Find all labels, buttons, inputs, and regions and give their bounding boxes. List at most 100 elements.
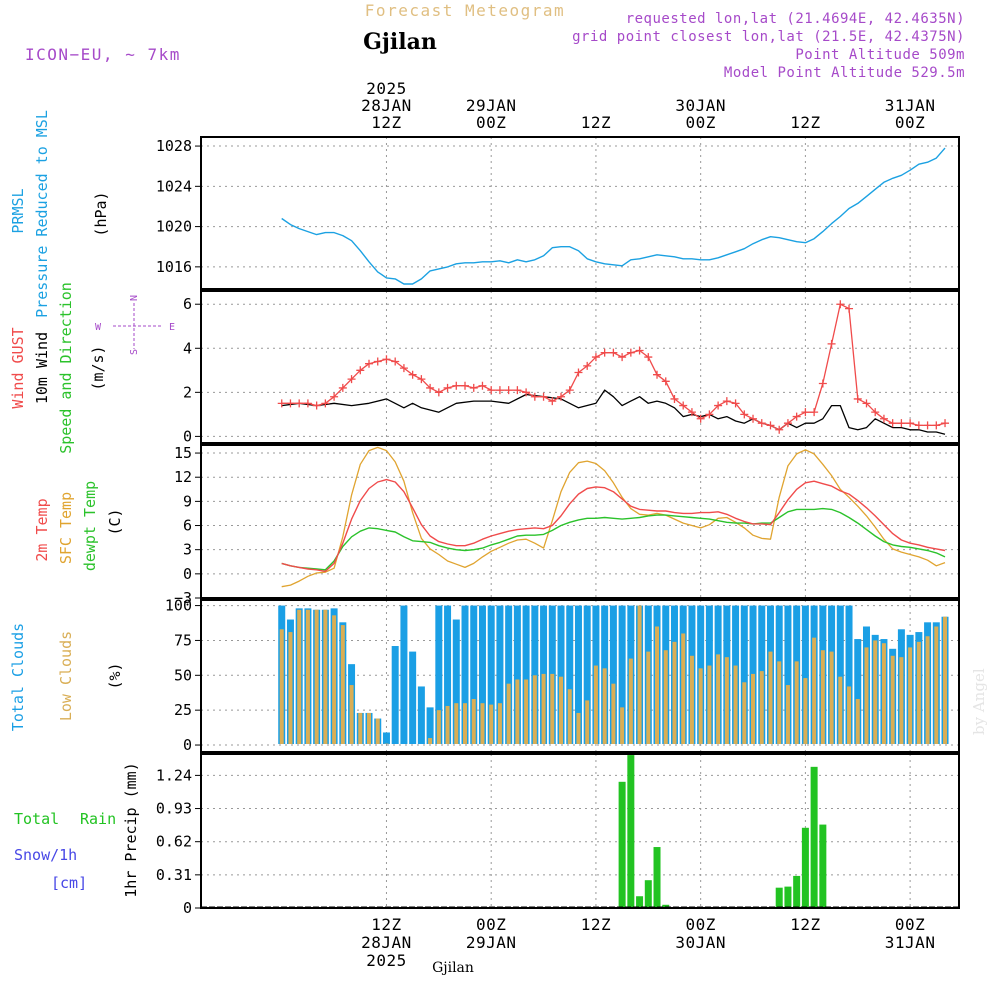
temp-y-tick-label: 15 (174, 444, 192, 462)
low-cloud-bar (943, 617, 947, 744)
gust-marker (313, 402, 321, 410)
rain-bar (819, 825, 826, 908)
gust-marker (723, 397, 731, 405)
gust-marker (382, 355, 390, 363)
precip-y-tick-label: 0.62 (156, 833, 192, 851)
gust-marker (906, 419, 914, 427)
gust-marker (801, 408, 809, 416)
low-cloud-bar (856, 699, 860, 744)
low-cloud-bar (917, 642, 921, 744)
low-cloud-bar (524, 679, 528, 744)
top-time-label: 00Z (895, 113, 925, 132)
gust-marker (897, 419, 905, 427)
gust-marker (278, 399, 286, 407)
gust-marker (461, 382, 469, 390)
gust-marker (941, 419, 949, 427)
low-cloud-bar (594, 666, 598, 744)
dewpoint-line (282, 509, 945, 570)
low-cloud-bar (376, 719, 380, 744)
gust-marker (749, 415, 757, 423)
gust-marker (374, 357, 382, 365)
rain-bar (776, 888, 783, 908)
gust-marker (470, 384, 478, 392)
wind-speed-line (282, 390, 945, 434)
total-cloud-bar (418, 686, 425, 744)
bottom-time-label: 00Z (476, 915, 506, 934)
low-cloud-bar (716, 654, 720, 744)
bottom-time-label: 2025 (366, 951, 407, 970)
gust-marker (854, 395, 862, 403)
rain-bar (793, 876, 800, 908)
gust-marker (609, 349, 617, 357)
low-cloud-bar (926, 636, 930, 744)
gust-marker (286, 399, 294, 407)
low-cloud-bar (507, 684, 511, 744)
gust-marker (924, 421, 932, 429)
wind-label-10m: 10m Wind (33, 332, 51, 404)
compass-west: W (95, 322, 102, 333)
low-cloud-bar (725, 657, 729, 744)
low-cloud-bar (882, 643, 886, 744)
clouds-y-tick-label: 0 (183, 736, 192, 754)
temp-label-sfc: SFC Temp (57, 492, 75, 564)
top-time-label: 12Z (790, 113, 820, 132)
gust-marker (758, 419, 766, 427)
gust-marker (618, 353, 626, 361)
low-cloud-bar (611, 684, 615, 744)
compass-south: S (129, 349, 140, 355)
low-cloud-bar (568, 689, 572, 744)
cloud-label-total: Total Clouds (9, 623, 27, 731)
low-cloud-bar (681, 633, 685, 744)
axis-labels: 10161020102410280246−3036912150255075100… (156, 79, 936, 970)
wind-y-tick-label: 6 (183, 295, 192, 313)
gust-marker (478, 382, 486, 390)
wind-label-gust: Wind GUST (9, 327, 27, 408)
top-time-label: 12Z (371, 113, 401, 132)
low-cloud-bar (446, 706, 450, 744)
total-cloud-bar (383, 732, 390, 744)
bottom-time-label: 00Z (895, 915, 925, 934)
gust-marker (915, 421, 923, 429)
precip-y-tick-label: 0.93 (156, 800, 192, 818)
low-cloud-bar (332, 615, 336, 744)
point-altitude: Point Altitude 509m (795, 47, 965, 63)
pressure-unit: (hPa) (92, 191, 110, 236)
temp-y-tick-label: 12 (174, 468, 192, 486)
gust-marker (505, 386, 513, 394)
temp-unit: (C) (106, 508, 124, 535)
low-cloud-bar (760, 671, 764, 744)
low-cloud-bar (350, 685, 354, 744)
gust-marker (304, 399, 312, 407)
low-cloud-bar (699, 668, 703, 744)
low-cloud-bar (341, 625, 345, 744)
bottom-time-label: 12Z (790, 915, 820, 934)
rain-bar (619, 782, 626, 908)
top-time-label: 12Z (581, 113, 611, 132)
low-cloud-bar (777, 661, 781, 744)
rain-bar (636, 896, 643, 908)
low-cloud-bar (550, 674, 554, 744)
pressure-y-tick-label: 1020 (156, 218, 192, 236)
gust-marker (540, 393, 548, 401)
credit-watermark: by Angel (970, 668, 988, 735)
precip-panel-frame (201, 754, 959, 908)
bottom-time-label: 30JAN (675, 933, 726, 952)
low-cloud-bar (821, 650, 825, 744)
gust-marker (531, 393, 539, 401)
pressure-y-tick-label: 1024 (156, 177, 192, 195)
low-cloud-bar (655, 626, 659, 744)
bottom-time-label: 12Z (371, 915, 401, 934)
data-layer (201, 148, 959, 908)
low-cloud-bar (690, 656, 694, 744)
low-cloud-bar (803, 678, 807, 744)
gust-marker (295, 399, 303, 407)
pressure-label-msl: Pressure Reduced to MSL (33, 110, 51, 318)
precip-label-cm: [cm] (51, 874, 87, 892)
rain-bar (627, 755, 634, 908)
low-cloud-bar (367, 713, 371, 744)
low-cloud-bar (559, 677, 563, 744)
low-cloud-bar (585, 700, 589, 744)
top-time-label: 00Z (476, 113, 506, 132)
bottom-time-label: 28JAN (361, 933, 412, 952)
